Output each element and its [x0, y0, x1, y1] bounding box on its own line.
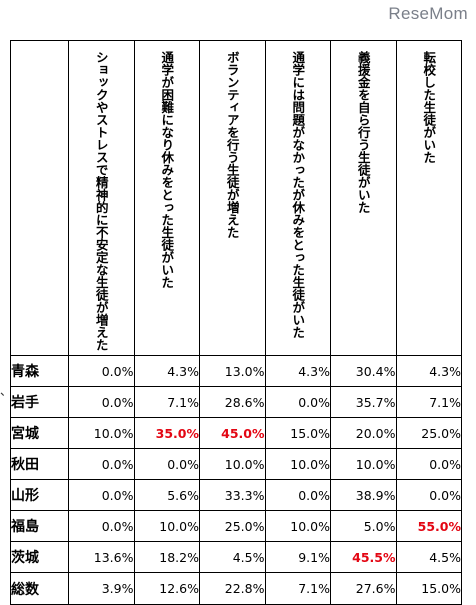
column-header-stress: ショックやストレスで精神的に不安定な生徒が増えた — [68, 40, 135, 356]
row-label: 岩手 — [10, 386, 69, 418]
table-cell: 13.6% — [68, 541, 135, 573]
column-header-absence-commute: 通学が困難になり休みをとった生徒がいた — [133, 40, 200, 356]
table-cell: 0.0% — [68, 479, 135, 511]
header-row: ショックやストレスで精神的に不安定な生徒が増えた 通学が困難になり休みをとった生… — [10, 40, 462, 356]
table-cell: 4.5% — [199, 541, 266, 573]
column-header-label: 義援金を自ら行う生徒がいた — [355, 51, 371, 214]
table-cell: 9.1% — [264, 541, 331, 573]
table-cell: 10.0% — [330, 448, 397, 480]
row-label: 茨城 — [10, 541, 69, 573]
table-cell: 25.0% — [199, 510, 266, 542]
table-cell: 10.0% — [264, 510, 331, 542]
table-cell: 28.6% — [199, 386, 266, 418]
row-label: 宮城 — [10, 417, 69, 449]
table-cell: 5.0% — [330, 510, 397, 542]
table-cell: 12.6% — [133, 572, 200, 605]
corner-cell — [10, 40, 69, 356]
table-row-yamagata: 山形 0.0% 5.6% 33.3% 0.0% 38.9% 0.0% — [10, 479, 462, 511]
column-header-label: ショックやストレスで精神的に不安定な生徒が増えた — [93, 51, 109, 351]
table-cell: 3.9% — [68, 572, 135, 605]
table-cell: 20.0% — [330, 417, 397, 449]
table-cell: 10.0% — [68, 417, 135, 449]
table-cell: 4.3% — [395, 355, 462, 387]
table-cell: 45.0% — [199, 417, 266, 449]
column-header-volunteer: ボランティアを行う生徒が増えた — [199, 40, 266, 356]
table-cell: 10.0% — [133, 510, 200, 542]
table-cell: 33.3% — [199, 479, 266, 511]
table-cell: 15.0% — [395, 572, 462, 605]
table-cell: 4.3% — [133, 355, 200, 387]
column-header-transfer: 転校した生徒がいた — [395, 40, 462, 356]
table-cell: 30.4% — [330, 355, 397, 387]
table-cell: 10.0% — [264, 448, 331, 480]
column-header-label: 転校した生徒がいた — [421, 51, 437, 164]
column-header-label: 通学が困難になり休みをとった生徒がいた — [159, 51, 175, 289]
table-cell: 7.1% — [264, 572, 331, 605]
table-cell: 0.0% — [264, 386, 331, 418]
table-row-total: 総数 3.9% 12.6% 22.8% 7.1% 27.6% 15.0% — [10, 572, 462, 605]
table-cell: 18.2% — [133, 541, 200, 573]
row-label: 山形 — [10, 479, 69, 511]
table-cell: 10.0% — [199, 448, 266, 480]
table-cell: 22.8% — [199, 572, 266, 605]
table-cell: 4.3% — [264, 355, 331, 387]
table-row-aomori: 青森 0.0% 4.3% 13.0% 4.3% 30.4% 4.3% — [10, 355, 462, 387]
column-header-label: ボランティアを行う生徒が増えた — [224, 51, 240, 239]
column-header-donation: 義援金を自ら行う生徒がいた — [330, 40, 397, 356]
table-cell: 0.0% — [133, 448, 200, 480]
table-row-akita: 秋田 0.0% 0.0% 10.0% 10.0% 10.0% 0.0% — [10, 448, 462, 480]
row-label: 総数 — [10, 572, 69, 605]
row-label: 秋田 — [10, 448, 69, 480]
column-header-absence-other: 通学には問題がなかったが休みをとった生徒がいた — [264, 40, 331, 356]
table-row-iwate: 岩手 0.0% 7.1% 28.6% 0.0% 35.7% 7.1% — [10, 386, 462, 418]
table-row-fukushima: 福島 0.0% 10.0% 25.0% 10.0% 5.0% 55.0% — [10, 510, 462, 542]
table-cell: 27.6% — [330, 572, 397, 605]
table-cell: 0.0% — [395, 479, 462, 511]
column-header-label: 通学には問題がなかったが休みをとった生徒がいた — [290, 51, 306, 339]
table-cell: 45.5% — [330, 541, 397, 573]
table-cell: 0.0% — [264, 479, 331, 511]
table-cell: 7.1% — [395, 386, 462, 418]
table-cell: 0.0% — [68, 510, 135, 542]
table-row-ibaraki: 茨城 13.6% 18.2% 4.5% 9.1% 45.5% 4.5% — [10, 541, 462, 573]
table-cell: 4.5% — [395, 541, 462, 573]
row-label: 青森 — [10, 355, 69, 387]
table-cell: 0.0% — [68, 386, 135, 418]
table-cell: 35.0% — [133, 417, 200, 449]
row-label: 福島 — [10, 510, 69, 542]
table-cell: 38.9% — [330, 479, 397, 511]
table-cell: 0.0% — [68, 448, 135, 480]
table-cell: 0.0% — [395, 448, 462, 480]
resemom-logo: ReseMom — [388, 4, 468, 23]
table-cell: 0.0% — [68, 355, 135, 387]
table-row-miyagi: 宮城 10.0% 35.0% 45.0% 15.0% 20.0% 25.0% — [10, 417, 462, 449]
table-cell: 55.0% — [395, 510, 462, 542]
side-mark: 、 — [0, 384, 13, 398]
table-cell: 7.1% — [133, 386, 200, 418]
survey-table: ショックやストレスで精神的に不安定な生徒が増えた 通学が困難になり休みをとった生… — [10, 40, 462, 605]
table-cell: 13.0% — [199, 355, 266, 387]
table-cell: 15.0% — [264, 417, 331, 449]
table-cell: 25.0% — [395, 417, 462, 449]
table-cell: 5.6% — [133, 479, 200, 511]
table-cell: 35.7% — [330, 386, 397, 418]
